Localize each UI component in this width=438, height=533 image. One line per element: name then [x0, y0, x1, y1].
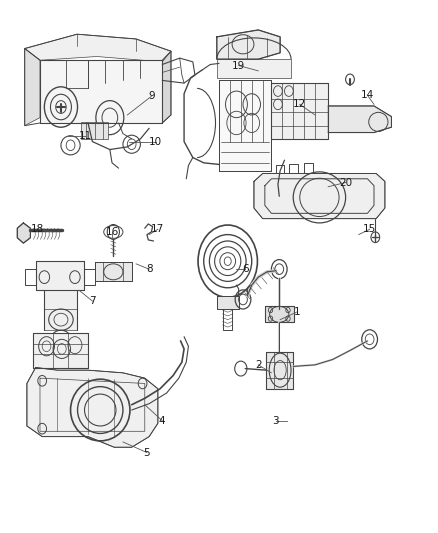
Polygon shape [272, 83, 328, 139]
Text: 11: 11 [79, 131, 92, 141]
Text: 8: 8 [146, 264, 152, 274]
Polygon shape [25, 34, 171, 62]
Text: 10: 10 [149, 136, 162, 147]
Polygon shape [81, 122, 108, 139]
Polygon shape [33, 333, 88, 368]
Polygon shape [219, 80, 272, 171]
Text: 15: 15 [363, 224, 376, 235]
Text: 6: 6 [242, 264, 248, 274]
Polygon shape [254, 173, 385, 219]
Text: 5: 5 [144, 448, 150, 457]
Text: 2: 2 [255, 360, 261, 370]
Polygon shape [217, 296, 239, 309]
Text: 18: 18 [31, 224, 44, 235]
Polygon shape [40, 60, 162, 123]
Text: 16: 16 [106, 227, 119, 237]
Text: 14: 14 [361, 90, 374, 100]
Text: 3: 3 [272, 416, 279, 426]
Polygon shape [44, 290, 77, 330]
Text: 7: 7 [89, 296, 95, 306]
Text: 4: 4 [159, 416, 166, 426]
Polygon shape [17, 223, 30, 243]
Polygon shape [95, 262, 132, 281]
Polygon shape [27, 368, 158, 447]
Polygon shape [162, 51, 171, 123]
Text: 12: 12 [293, 99, 307, 109]
Text: 9: 9 [148, 91, 155, 101]
Text: 19: 19 [232, 61, 245, 70]
Polygon shape [217, 30, 280, 59]
Text: 17: 17 [151, 224, 165, 235]
Text: 1: 1 [294, 306, 301, 317]
Text: 20: 20 [339, 177, 352, 188]
Polygon shape [25, 49, 40, 126]
Polygon shape [217, 59, 291, 78]
Polygon shape [266, 352, 293, 389]
Polygon shape [265, 306, 294, 322]
Polygon shape [35, 261, 84, 290]
Polygon shape [328, 106, 392, 133]
